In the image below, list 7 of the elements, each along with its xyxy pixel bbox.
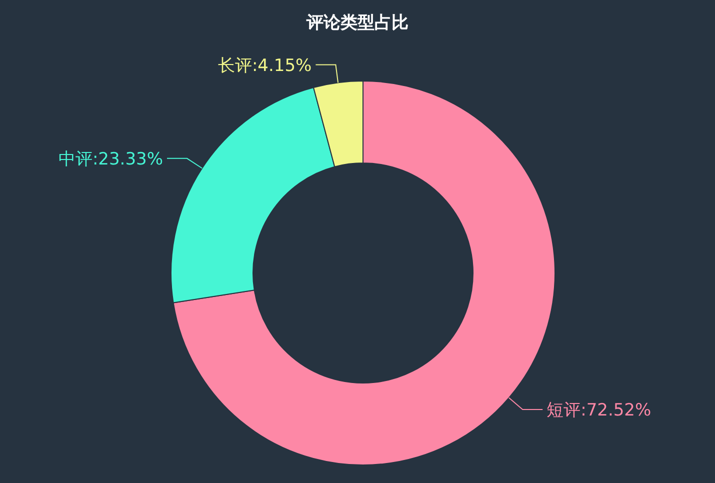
- slice-label: 短评: [546, 400, 581, 420]
- chart-title: 评论类型占比: [306, 13, 408, 33]
- data-label: :72.52%: [580, 400, 652, 420]
- data-label: :23.33%: [92, 149, 164, 170]
- slice-label: 中评: [58, 149, 92, 170]
- slice-label: 长评: [218, 56, 252, 76]
- data-label: :4.15%: [252, 56, 312, 76]
